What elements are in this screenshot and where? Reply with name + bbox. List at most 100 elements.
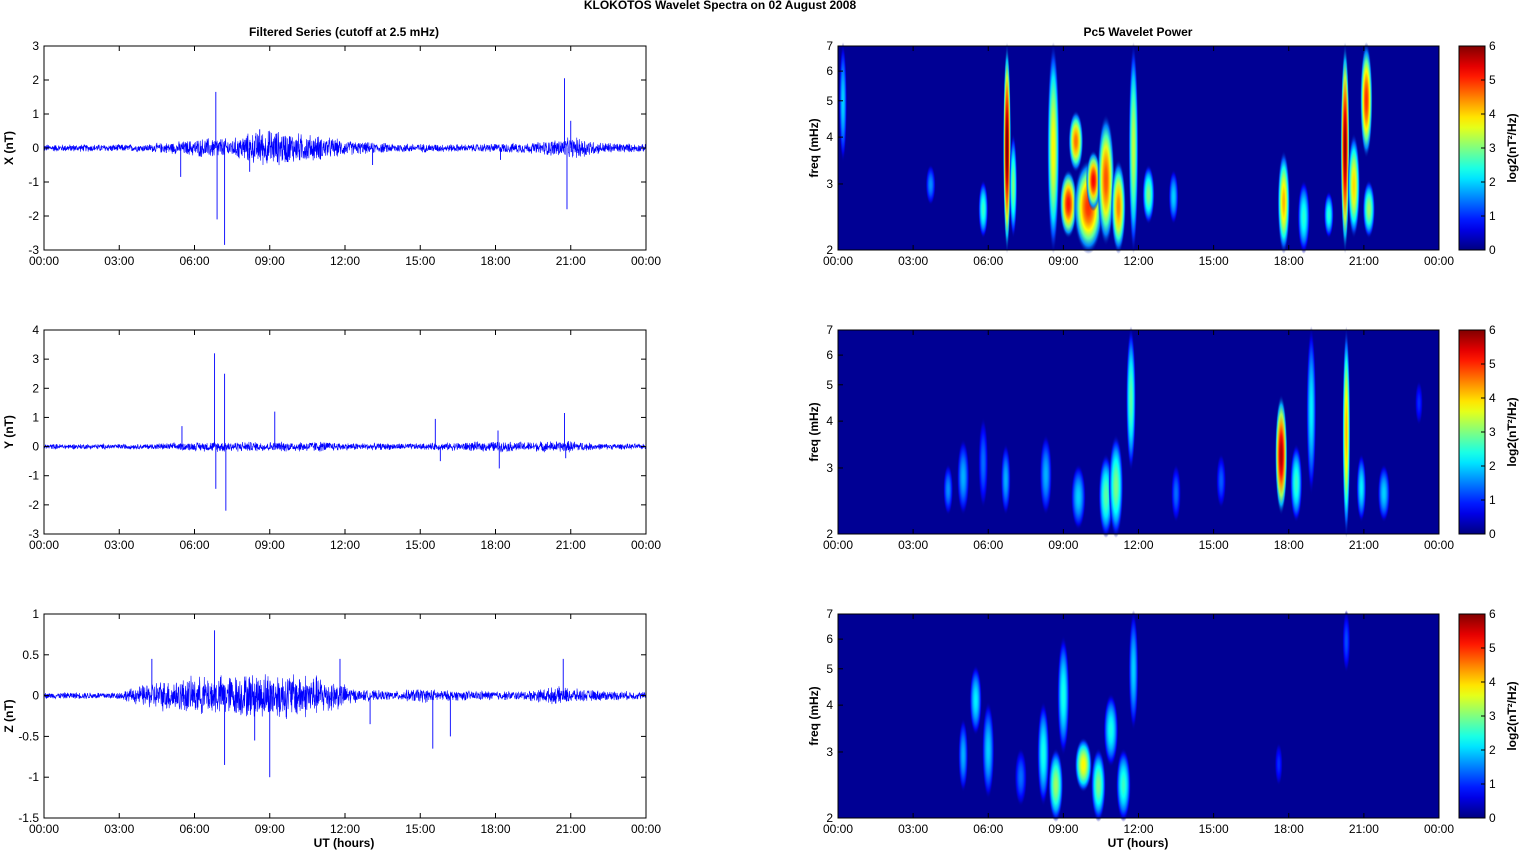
series-z-x-tick-label: 06:00	[179, 822, 209, 836]
wavelet-y-power-blob	[1356, 453, 1367, 523]
series-x-y-tick-label: 1	[32, 107, 39, 121]
wavelet-z-y-tick-label: 2	[826, 811, 833, 825]
series-y-x-tick-label: 03:00	[104, 538, 134, 552]
series-z-panel: 10.50-0.5-1-1.500:00 03:00 06:00 09:00 12:00…	[2, 607, 661, 836]
wavelet-y-colorbar-tick-label: 3	[1489, 425, 1496, 439]
series-x-x-tick-label: 06:00	[179, 254, 209, 268]
wavelet-z-power-blob	[1090, 747, 1106, 822]
wavelet-z-power-blob	[958, 718, 969, 793]
series-y-y-tick-label: 1	[32, 410, 39, 424]
series-y-y-axis-label: Y (nT)	[2, 415, 16, 449]
series-y-x-tick-label: 00:00	[29, 538, 59, 552]
wavelet-y-x-tick-label: 00:00	[823, 538, 853, 552]
series-x-x-tick-label: 12:00	[330, 254, 360, 268]
series-z-x-tick-label: 00:00	[631, 822, 661, 836]
series-z-axes-box	[43, 613, 647, 819]
series-x-x-tick-label: 21:00	[556, 254, 586, 268]
wavelet-x-x-tick-label: 06:00	[973, 254, 1003, 268]
series-z-trace	[43, 674, 647, 720]
wavelet-z-x-tick-label: 15:00	[1199, 822, 1229, 836]
wavelet-x-x-tick-label: 00:00	[823, 254, 853, 268]
wavelet-y-power-blob	[1039, 434, 1053, 516]
wavelet-z-x-tick-label: 09:00	[1048, 822, 1078, 836]
series-x-y-tick-label: -2	[28, 209, 39, 223]
wavelet-y-power-blob	[1414, 380, 1423, 426]
series-y-y-tick-label: -1	[28, 469, 39, 483]
wavelet-y-colorbar: 6 5 4 3 2 1 0 log2(nT²/Hz)	[1458, 323, 1519, 541]
series-x-x-tick-label: 00:00	[29, 254, 59, 268]
wavelet-x-x-tick-label: 15:00	[1199, 254, 1229, 268]
wavelet-x-power-blob	[1323, 191, 1334, 239]
wavelet-x-power-blob	[1110, 159, 1126, 254]
wavelet-x-y-tick-label: 4	[826, 130, 833, 144]
wavelet-x-x-tick-label: 18:00	[1274, 254, 1304, 268]
wavelet-x-y-tick-label: 2	[826, 243, 833, 257]
wavelet-x-power-blob	[1068, 110, 1084, 173]
wavelet-y-y-tick-label: 4	[826, 414, 833, 428]
wavelet-z-y-axis-label: freq (mHz)	[807, 686, 821, 745]
wavelet-z-power-blob	[1057, 635, 1070, 756]
wavelet-z-colorbar-gradient	[1459, 614, 1485, 818]
wavelet-z-x-tick-label: 00:00	[823, 822, 853, 836]
series-y-y-tick-label: 2	[32, 381, 39, 395]
wavelet-y-power-blob	[978, 417, 989, 509]
wavelet-y-y-tick-label: 6	[826, 348, 833, 362]
right-column-title: Pc5 Wavelet Power	[1084, 25, 1193, 39]
series-x-y-tick-label: 2	[32, 73, 39, 87]
wavelet-x-power-blob	[1362, 179, 1376, 239]
series-y-x-tick-label: 21:00	[556, 538, 586, 552]
wavelet-z-background	[838, 614, 1439, 818]
wavelet-y-x-tick-label: 21:00	[1349, 538, 1379, 552]
wavelet-z-power-blob	[1103, 693, 1119, 768]
series-z-y-tick-label: 0.5	[22, 648, 39, 662]
wavelet-z-colorbar-tick-label: 1	[1489, 777, 1496, 791]
series-x-x-tick-label: 18:00	[480, 254, 510, 268]
series-y-trace	[43, 440, 647, 453]
wavelet-x-y-tick-label: 7	[826, 39, 833, 53]
wavelet-z-power-blob	[981, 701, 995, 800]
wavelet-y-x-tick-label: 09:00	[1048, 538, 1078, 552]
wavelet-x-power-blob	[1360, 42, 1373, 159]
wavelet-y-power-blob	[1171, 463, 1182, 523]
wavelet-x-power-blob	[1003, 42, 1012, 254]
series-y-x-tick-label: 09:00	[255, 538, 285, 552]
wavelet-z-x-tick-label: 03:00	[898, 822, 928, 836]
series-y-x-tick-label: 18:00	[480, 538, 510, 552]
wavelet-x-colorbar-tick-label: 2	[1489, 175, 1496, 189]
wavelet-z-x-tick-label: 00:00	[1424, 822, 1454, 836]
wavelet-y-power-blob	[956, 438, 970, 516]
wavelet-y-colorbar-tick-label: 1	[1489, 493, 1496, 507]
wavelet-y-power-blob	[1274, 394, 1288, 516]
series-y-x-tick-label: 06:00	[179, 538, 209, 552]
series-z-y-tick-label: -1.5	[18, 811, 39, 825]
wavelet-y-power-blob	[1290, 443, 1303, 523]
wavelet-z-colorbar-tick-label: 5	[1489, 641, 1496, 655]
wavelet-x-colorbar-tick-label: 6	[1489, 39, 1496, 53]
series-y-axes-box	[43, 329, 647, 535]
wavelet-y-colorbar-gradient	[1459, 330, 1485, 534]
wavelet-x-power-blob	[1128, 42, 1139, 254]
series-y-y-tick-label: 4	[32, 323, 39, 337]
wavelet-x-y-tick-label: 6	[826, 64, 833, 78]
wavelet-z-power-blob	[1074, 737, 1093, 793]
wavelet-x-y-axis-label: freq (mHz)	[807, 118, 821, 177]
wavelet-y-power-blob	[943, 463, 954, 516]
wavelet-z-x-tick-label: 12:00	[1123, 822, 1153, 836]
wavelet-z-power-blob	[1037, 701, 1050, 807]
series-z-y-tick-label: 1	[32, 607, 39, 621]
wavelet-x-power-blob	[1059, 169, 1078, 239]
wavelet-y-colorbar-tick-label: 2	[1489, 459, 1496, 473]
series-x-trace	[43, 130, 647, 166]
wavelet-x-colorbar-tick-label: 0	[1489, 243, 1496, 257]
wavelet-y-power-blob	[1377, 463, 1391, 523]
wavelet-y-power-blob	[1216, 453, 1227, 509]
series-x-x-tick-label: 03:00	[104, 254, 134, 268]
